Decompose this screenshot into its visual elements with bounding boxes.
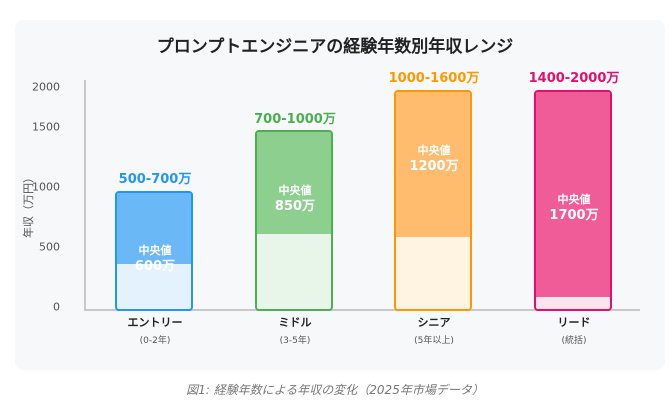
category-sub: (5年以上) [414, 336, 454, 346]
bar-fill [536, 92, 610, 297]
median-value: 1200万 [409, 159, 459, 174]
median-label: 中央値 850万 [255, 183, 335, 215]
x-axis-line [84, 309, 640, 311]
median-title: 中央値 [417, 144, 451, 157]
category-sub: (3-5年) [279, 336, 311, 346]
category-name: シニア [417, 316, 451, 329]
chart-title: プロンプトエンジニアの経験年数別年収レンジ [156, 37, 514, 57]
bar-fill [257, 132, 331, 234]
category-name: リード [557, 316, 591, 329]
figure-caption: 図1: 経験年数による年収の変化（2025年市場データ） [186, 383, 484, 397]
median-value: 600万 [134, 259, 176, 274]
y-tick: 2000 [32, 80, 60, 94]
category-name: エントリー [127, 316, 183, 329]
category-sub: (0-2年) [139, 336, 171, 346]
range-label: 1400-2000万 [528, 71, 620, 86]
salary-bar [115, 191, 193, 311]
median-title: 中央値 [278, 184, 312, 197]
y-tick: 500 [39, 240, 60, 254]
category-label: リード (統括) [514, 314, 634, 346]
y-axis-line [84, 80, 86, 310]
salary-bar [394, 90, 472, 311]
category-name: ミドル [278, 316, 312, 329]
salary-bar [255, 130, 333, 311]
range-label: 1000-1600万 [388, 71, 480, 86]
salary-bar [534, 90, 612, 311]
median-title: 中央値 [138, 244, 172, 257]
y-tick: 1000 [32, 180, 60, 194]
category-label: シニア (5年以上) [374, 314, 494, 346]
range-label: 500-700万 [118, 172, 192, 187]
category-sub: (統括) [561, 336, 587, 346]
median-label: 中央値 1700万 [534, 192, 614, 224]
median-value: 1700万 [549, 208, 599, 223]
bar-fill [117, 193, 191, 264]
category-label: エントリー (0-2年) [95, 314, 215, 346]
y-tick: 1500 [32, 120, 60, 134]
median-label: 中央値 600万 [115, 243, 195, 275]
bar-fill [396, 92, 470, 237]
median-label: 中央値 1200万 [394, 143, 474, 175]
category-label: ミドル (3-5年) [235, 314, 355, 346]
median-value: 850万 [274, 199, 316, 214]
y-tick: 0 [53, 300, 60, 314]
median-title: 中央値 [557, 193, 591, 206]
range-label: 700-1000万 [254, 112, 336, 127]
